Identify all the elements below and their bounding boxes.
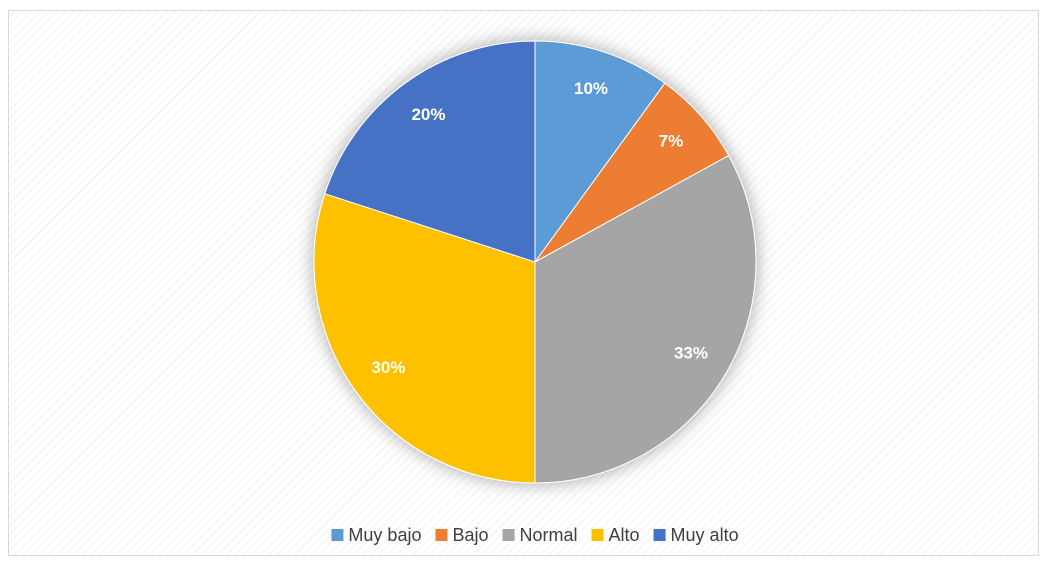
legend-label: Muy alto: [671, 525, 739, 545]
legend-swatch: [435, 529, 448, 541]
legend-swatch: [653, 529, 666, 541]
legend-swatch: [502, 529, 515, 541]
legend-swatch: [331, 529, 344, 541]
data-label: 30%: [371, 358, 405, 377]
pie-slice: [534, 154, 757, 484]
data-labels: 10% 7% 33% 30% 20%: [371, 79, 708, 377]
legend: Muy bajo Bajo Normal Alto Muy alto: [331, 525, 739, 545]
legend-label: Normal: [520, 525, 578, 545]
pie: [313, 40, 757, 484]
data-label: 7%: [659, 132, 684, 151]
pie-slice: [534, 40, 666, 264]
legend-label: Muy bajo: [348, 525, 421, 545]
legend-label: Alto: [609, 525, 640, 545]
data-label: 33%: [674, 344, 708, 363]
data-label: 20%: [411, 105, 445, 124]
legend-swatch: [591, 529, 604, 541]
data-label: 10%: [574, 79, 608, 98]
pie-slice: [313, 193, 536, 484]
pie-slice: [324, 40, 536, 263]
legend-label: Bajo: [452, 525, 488, 545]
